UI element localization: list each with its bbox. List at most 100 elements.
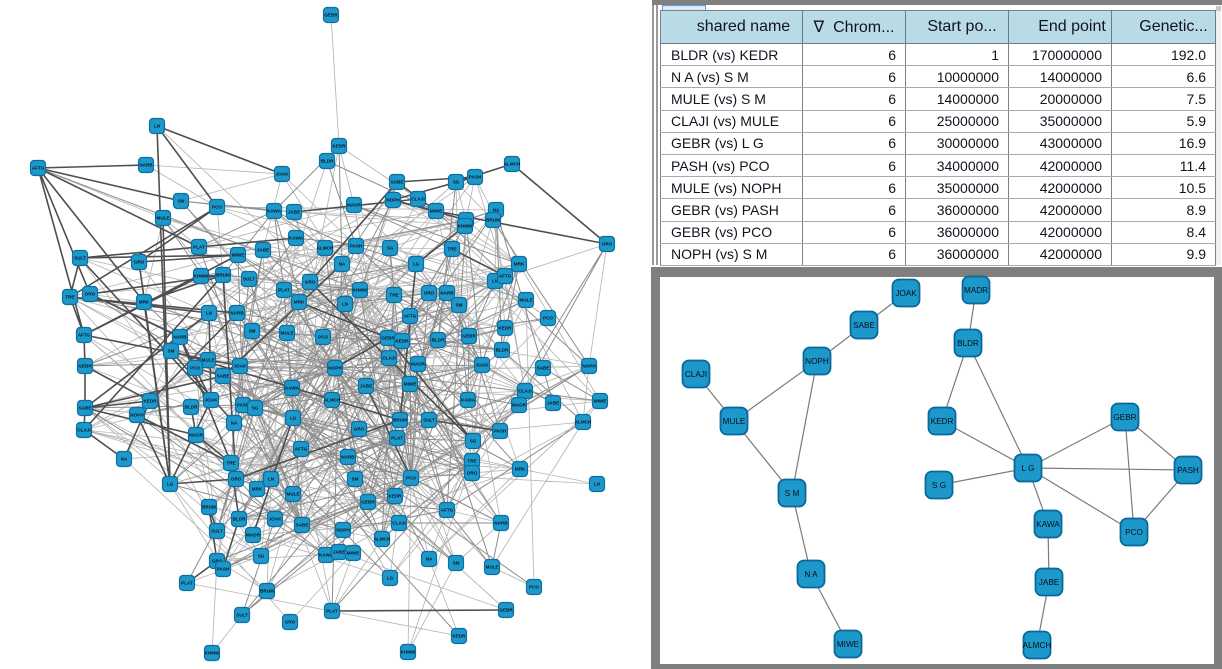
svg-text:JOAK: JOAK [276,172,289,177]
svg-text:KHMW: KHMW [205,651,220,656]
svg-text:KEDR: KEDR [931,417,954,426]
svg-text:PLAT: PLAT [193,245,205,250]
svg-text:NARB: NARB [230,311,244,316]
svg-text:PCO: PCO [190,366,200,371]
svg-text:KAWA: KAWA [289,236,303,241]
svg-text:NA: NA [231,421,238,426]
svg-text:PCO: PCO [212,205,222,210]
svg-text:MULE: MULE [519,298,532,303]
svg-text:MRK: MRK [252,487,263,492]
svg-text:SABE: SABE [537,366,550,371]
svg-text:ORO: ORO [424,291,435,296]
svg-text:CLAJI: CLAJI [411,197,424,202]
svg-text:KHMW: KHMW [458,224,473,229]
svg-text:ALMCH: ALMCH [324,398,341,403]
svg-text:LG: LG [167,482,174,487]
svg-text:MRK: MRK [139,300,150,305]
svg-text:PLAT: PLAT [278,288,290,293]
svg-text:BLDR: BLDR [185,405,198,410]
svg-text:SG: SG [252,406,259,411]
svg-text:NOPH: NOPH [336,528,350,533]
svg-text:MRK: MRK [515,467,526,472]
svg-text:JABE: JABE [288,210,300,215]
svg-text:BRUM: BRUM [260,589,274,594]
svg-text:PCO: PCO [543,316,553,321]
svg-text:S G: S G [932,481,946,490]
svg-text:GEBR: GEBR [499,608,513,613]
svg-text:L G: L G [1022,464,1035,473]
svg-text:NARB: NARB [440,291,454,296]
svg-text:MADR: MADR [347,203,361,208]
svg-text:KEDR: KEDR [395,339,409,344]
svg-text:CLAJI: CLAJI [518,389,531,394]
svg-text:MULE: MULE [723,417,746,426]
svg-text:JOAK: JOAK [234,364,247,369]
svg-text:KHMW: KHMW [194,274,209,279]
svg-text:KEDR: KEDR [143,399,157,404]
svg-text:SULT: SULT [211,529,223,534]
svg-text:NARB: NARB [494,521,508,526]
svg-text:SULT: SULT [243,277,255,282]
svg-text:NOPH: NOPH [386,198,400,203]
svg-text:SG: SG [470,439,477,444]
svg-text:PASH: PASH [237,403,250,408]
svg-text:ORO: ORO [85,292,96,297]
svg-text:BRUM: BRUM [393,418,407,423]
svg-text:PLAT: PLAT [181,581,193,586]
svg-text:JOAK: JOAK [895,289,917,298]
svg-text:ALMCH: ALMCH [504,162,521,167]
svg-text:AFTG: AFTG [499,274,512,279]
svg-text:LN: LN [206,311,213,316]
svg-text:AFTG: AFTG [32,166,45,171]
svg-text:MIWE: MIWE [404,382,417,387]
svg-text:KAWA: KAWA [1036,520,1060,529]
svg-text:S M: S M [785,489,800,498]
svg-text:NOPH: NOPH [805,357,829,366]
svg-text:BLDR: BLDR [957,339,979,348]
svg-text:LN: LN [492,279,499,284]
svg-text:JOAK: JOAK [269,517,282,522]
svg-text:PLAT: PLAT [326,609,338,614]
svg-text:SULT: SULT [74,256,86,261]
svg-text:SULT: SULT [236,613,248,618]
svg-text:PASH: PASH [494,429,507,434]
svg-text:SM: SM [178,199,185,204]
svg-text:SABE: SABE [79,406,92,411]
svg-text:BRUM: BRUM [202,505,216,510]
svg-text:MIWE: MIWE [430,209,443,214]
svg-text:ALMCH: ALMCH [374,537,391,542]
svg-text:NARB: NARB [341,455,355,460]
svg-text:KHMW: KHMW [353,288,368,293]
svg-text:CLAJI: CLAJI [685,370,707,379]
svg-text:ALMCH: ALMCH [1023,641,1052,650]
svg-text:MRK: MRK [514,262,525,267]
svg-text:PCO: PCO [318,335,328,340]
svg-text:NARB: NARB [139,163,153,168]
svg-text:BLDR: BLDR [432,338,445,343]
svg-text:AFTG: AFTG [404,314,417,319]
svg-text:GRO: GRO [134,260,145,265]
svg-text:GEBR: GEBR [324,13,338,18]
svg-text:GRO: GRO [285,620,296,625]
svg-text:ORO: ORO [602,242,613,247]
svg-text:MIWE: MIWE [347,551,360,556]
svg-text:GEBR: GEBR [462,334,476,339]
svg-text:SG: SG [258,554,265,559]
svg-text:BRUM: BRUM [216,273,230,278]
svg-text:BLDR: BLDR [496,348,509,353]
svg-text:SM: SM [352,477,359,482]
svg-text:NARB: NARB [173,335,187,340]
svg-text:LG: LG [413,262,420,267]
svg-text:PASH: PASH [469,175,482,180]
svg-text:MRK: MRK [294,300,305,305]
svg-text:ALMCH: ALMCH [575,420,592,425]
svg-text:MIWE: MIWE [837,640,860,649]
svg-text:MADR: MADR [512,403,526,408]
svg-text:LN: LN [268,477,275,482]
svg-text:SG: SG [387,246,394,251]
svg-text:JOAK: JOAK [205,398,218,403]
svg-text:MADR: MADR [246,533,260,538]
svg-text:BLDR: BLDR [233,517,246,522]
svg-text:PCO: PCO [529,585,539,590]
svg-text:AFTG: AFTG [441,508,454,513]
